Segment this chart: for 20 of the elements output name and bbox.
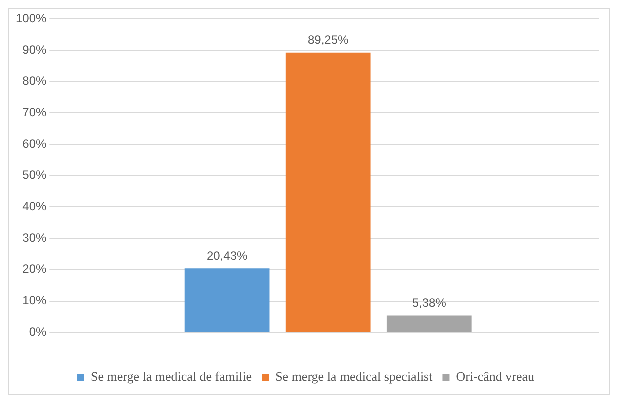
y-tick-label: 0% [29, 324, 48, 339]
bar [386, 316, 472, 332]
bar [184, 268, 270, 332]
y-tick-label: 80% [22, 74, 48, 88]
y-tick-label: 10% [22, 294, 48, 308]
legend-label: Se merge la medical specialist [276, 368, 434, 384]
y-tick-label: 90% [22, 42, 48, 57]
bar [286, 52, 371, 332]
y-tick-label: 100% [16, 12, 48, 26]
y-tick-label: 20% [22, 262, 48, 276]
legend-label: Se merge la medical de familie [90, 368, 252, 384]
data-label: 5,38% [412, 296, 447, 310]
data-label: 89,25% [308, 33, 350, 48]
y-tick-label: 40% [22, 200, 48, 214]
data-label: 20,43% [206, 248, 248, 263]
y-tick-label: 30% [22, 230, 48, 245]
y-tick-label: 50% [22, 168, 48, 182]
y-tick-label: 70% [22, 106, 48, 120]
legend-label: Ori-când vreau [456, 368, 536, 384]
y-tick-label: 60% [22, 136, 48, 151]
